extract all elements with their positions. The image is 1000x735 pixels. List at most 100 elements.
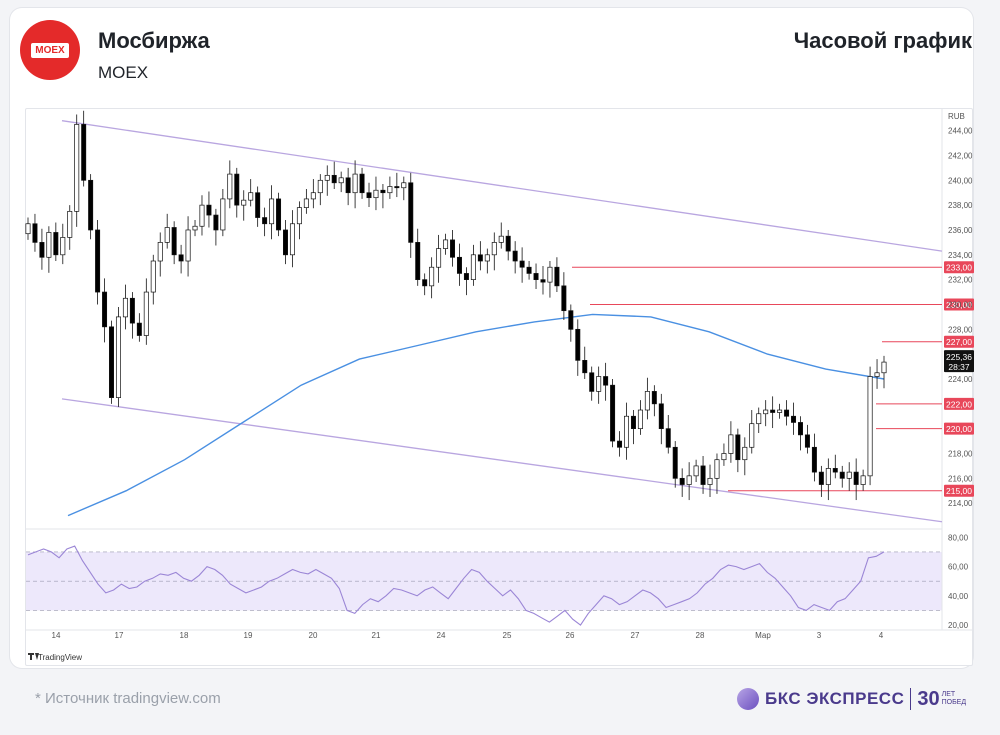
- source-note: * Источник tradingview.com: [35, 690, 221, 707]
- candle-body: [707, 477, 713, 485]
- level-tag: [944, 261, 974, 274]
- candle-body: [665, 428, 671, 448]
- level-label: 230,00: [946, 300, 972, 310]
- candle-body: [540, 279, 546, 283]
- ticker-label: MOEX: [98, 63, 149, 82]
- candle-body: [450, 239, 456, 258]
- price-tick-label: 240,00: [948, 176, 973, 185]
- candle-body: [241, 199, 247, 206]
- candle-body: [533, 273, 539, 280]
- candle-body: [102, 291, 108, 328]
- rsi-line: [27, 545, 885, 626]
- candle-body: [797, 422, 803, 436]
- candle-body: [825, 468, 831, 485]
- rsi-tick-label: 20,00: [948, 621, 969, 630]
- candle-body: [157, 242, 163, 262]
- candle-body: [366, 192, 372, 199]
- rsi-tick-label: 40,00: [948, 592, 969, 601]
- candle-body: [324, 174, 330, 181]
- candle-body: [262, 217, 268, 225]
- candle-body: [95, 229, 101, 293]
- candle-body: [25, 223, 31, 235]
- candle-body: [359, 173, 365, 194]
- candle-body: [512, 250, 518, 262]
- candle-body: [143, 291, 149, 336]
- time-tick-label: 14: [52, 631, 61, 640]
- candle-body: [185, 229, 191, 262]
- price-tick-label: 218,00: [948, 449, 973, 458]
- price-tick-label: 242,00: [948, 151, 973, 160]
- time-tick-label: 4: [879, 631, 884, 640]
- tradingview-watermark: TradingView: [38, 653, 82, 662]
- candle-body: [74, 124, 80, 212]
- last-price-timer: 28:37: [948, 362, 970, 372]
- candle-body: [443, 239, 449, 249]
- time-tick-label: 18: [180, 631, 189, 640]
- candle-body: [735, 434, 741, 461]
- candle-body: [742, 446, 748, 461]
- candle-body: [700, 465, 706, 485]
- candle-body: [756, 413, 762, 425]
- level-tag: [944, 484, 974, 497]
- candle-body: [617, 440, 623, 448]
- time-tick-label: 20: [309, 631, 318, 640]
- candle-body: [394, 186, 400, 189]
- candle-body: [784, 409, 790, 417]
- price-tick-label: 214,00: [948, 499, 973, 508]
- candle-body: [547, 266, 553, 283]
- candle-body: [526, 266, 532, 274]
- candle-body: [672, 446, 678, 479]
- candle-body: [456, 256, 462, 274]
- price-tick-label: 216,00: [948, 474, 973, 483]
- time-tick-label: 28: [696, 631, 705, 640]
- candle-body: [317, 179, 323, 194]
- level-tag: [944, 335, 974, 348]
- price-tick-label: 224,00: [948, 375, 973, 384]
- candle-body: [832, 468, 838, 473]
- candle-body: [470, 254, 476, 280]
- candle-body: [171, 227, 177, 256]
- candle-body: [811, 446, 817, 473]
- candle-body: [269, 198, 275, 225]
- brand-name: БКС ЭКСПРЕСС: [765, 689, 905, 708]
- candle-body: [373, 189, 379, 199]
- candle-body: [853, 471, 859, 485]
- candle-body: [791, 415, 797, 423]
- candle-body: [122, 297, 128, 318]
- level-label: 233,00: [946, 263, 972, 273]
- candle-body: [67, 210, 73, 238]
- price-tick-label: 236,00: [948, 226, 973, 235]
- candle-body: [651, 391, 657, 405]
- candle-body: [686, 475, 692, 485]
- level-tag: [944, 422, 974, 435]
- candle-body: [276, 198, 282, 231]
- level-label: 222,00: [946, 399, 972, 409]
- candle-body: [749, 423, 755, 448]
- price-tick-label: 228,00: [948, 325, 973, 334]
- candle-body: [303, 198, 309, 208]
- candle-body: [603, 376, 609, 386]
- candle-body: [81, 124, 87, 181]
- brand-sub-1: ЛЕТ: [941, 691, 956, 698]
- time-tick-label: 27: [631, 631, 640, 640]
- candle-body: [498, 235, 504, 243]
- candle-body: [109, 326, 115, 398]
- rsi-tick-label: 60,00: [948, 563, 969, 572]
- candle-body: [561, 285, 567, 312]
- candle-body: [248, 192, 254, 201]
- price-tick-label: 232,00: [948, 276, 973, 285]
- last-price-label: 225,36: [946, 352, 972, 362]
- channel-upper-line: [61, 120, 943, 252]
- candle-body: [88, 179, 94, 231]
- candle-body: [129, 297, 135, 324]
- time-tick-label: 24: [437, 631, 446, 640]
- candle-body: [777, 409, 783, 413]
- channel-lower-line: [61, 398, 943, 523]
- time-tick-label: 3: [817, 631, 822, 640]
- candle-body: [289, 223, 295, 256]
- candle-body: [164, 227, 170, 243]
- candle-body: [331, 174, 337, 184]
- candle-body: [658, 403, 664, 430]
- moving-average-line: [67, 313, 885, 517]
- price-tick-label: 230,00: [948, 300, 973, 309]
